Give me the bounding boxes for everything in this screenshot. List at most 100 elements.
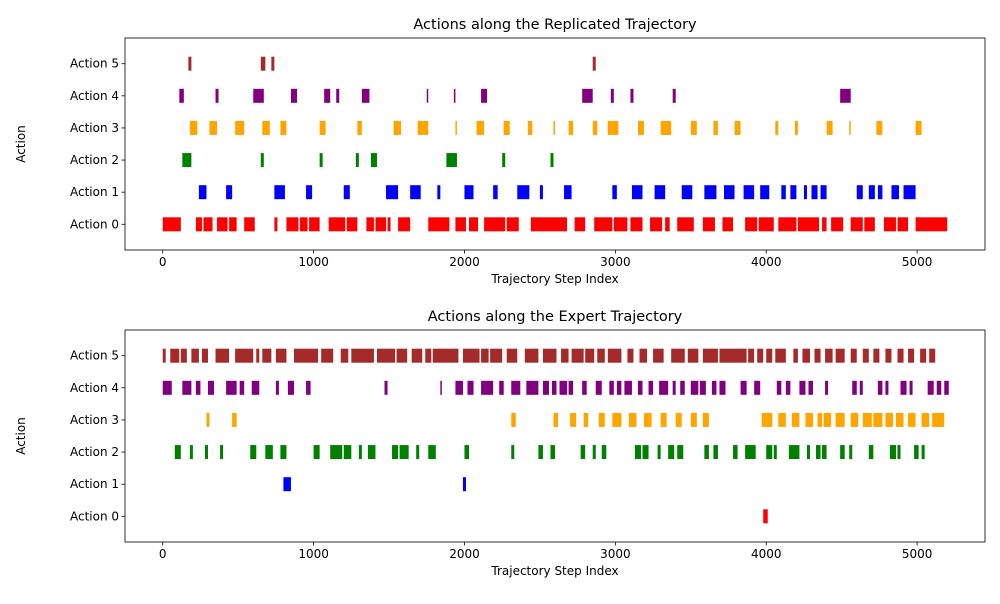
event-bar [526, 380, 539, 395]
event-bar [387, 217, 391, 232]
event-bar [704, 185, 717, 200]
event-bar [321, 348, 334, 363]
event-bar [553, 412, 559, 427]
y-tick-label: Action 3 [70, 413, 119, 427]
event-bar [921, 445, 925, 460]
y-axis-label: Action [14, 125, 28, 163]
event-bar [781, 185, 786, 200]
event-bar [704, 445, 709, 460]
event-bar [357, 120, 362, 135]
event-bar [850, 217, 863, 232]
event-bar [794, 120, 798, 135]
event-bar [340, 348, 349, 363]
event-bar [464, 185, 474, 200]
event-bar [914, 445, 919, 460]
event-bar [306, 185, 313, 200]
event-bar [597, 348, 605, 363]
event-bar [699, 380, 706, 395]
event-bar [476, 120, 485, 135]
event-bar [162, 348, 166, 363]
event-bar [280, 445, 287, 460]
x-tick-label: 1000 [298, 547, 329, 561]
event-bar [174, 445, 181, 460]
event-bar [825, 380, 829, 395]
event-bar [511, 445, 515, 460]
event-bar [702, 348, 718, 363]
event-bar [889, 445, 896, 460]
event-bar [499, 380, 504, 395]
event-bar [324, 88, 331, 103]
event-bar [481, 348, 489, 363]
x-axis-label: Trajectory Step Index [490, 564, 618, 578]
event-bar [690, 120, 697, 135]
event-bar [204, 445, 208, 460]
event-bar [162, 380, 172, 395]
y-tick-label: Action 1 [70, 185, 119, 199]
series-action-5 [188, 56, 596, 71]
event-bar [207, 380, 215, 395]
event-bar [274, 185, 285, 200]
event-bar [657, 445, 661, 460]
series-action-5 [162, 348, 936, 363]
event-bar [416, 445, 420, 460]
event-bar [803, 185, 807, 200]
event-bar [201, 348, 208, 363]
event-bar [613, 217, 628, 232]
event-bar [915, 217, 948, 232]
event-bar [538, 445, 543, 460]
event-bar [607, 348, 622, 363]
event-bar [585, 348, 595, 363]
event-bar [550, 445, 555, 460]
event-bar [262, 120, 270, 135]
event-bar [399, 445, 409, 460]
event-bar [677, 445, 684, 460]
event-bar [790, 185, 797, 200]
event-bar [553, 120, 555, 135]
event-bar [582, 88, 593, 103]
event-bar [455, 120, 457, 135]
event-bar [835, 348, 845, 363]
event-bar [840, 445, 845, 460]
event-bar [690, 412, 697, 427]
event-bar [687, 348, 699, 363]
event-bar [740, 380, 747, 395]
event-bar [583, 412, 589, 427]
event-bar [511, 380, 521, 395]
event-bar [570, 412, 577, 427]
event-bar [351, 348, 374, 363]
event-bar [773, 445, 777, 460]
event-bar [524, 348, 539, 363]
y-axis-label: Action [14, 417, 28, 455]
event-bar [393, 120, 402, 135]
event-bar [462, 477, 466, 492]
event-bar [885, 348, 892, 363]
event-bar [653, 348, 664, 363]
event-bar [481, 380, 494, 395]
event-bar [330, 445, 343, 460]
event-bar [580, 445, 586, 460]
chart-panel-2: 0 1000 2000 3000 4000 5000 Action 0 Action 1 Act… [14, 309, 986, 578]
x-axis-label: Trajectory Step Index [490, 272, 618, 286]
event-bar [411, 348, 423, 363]
series-action-4 [179, 88, 851, 103]
event-bar [503, 120, 510, 135]
event-bar [817, 412, 823, 427]
event-bar [758, 217, 774, 232]
event-bar [215, 88, 219, 103]
event-bar [206, 412, 210, 427]
event-bar [864, 217, 875, 232]
event-bar [215, 348, 230, 363]
event-bar [826, 120, 833, 135]
event-bar [761, 412, 767, 427]
event-bar [396, 348, 408, 363]
event-bar [668, 445, 675, 460]
event-bar [862, 412, 872, 427]
event-bar [900, 380, 907, 395]
event-bar [850, 412, 859, 427]
event-bar [217, 217, 228, 232]
event-bar [690, 380, 699, 395]
event-bar [665, 217, 670, 232]
event-bar [612, 412, 622, 427]
event-bar [271, 56, 275, 71]
event-bar [719, 380, 726, 395]
